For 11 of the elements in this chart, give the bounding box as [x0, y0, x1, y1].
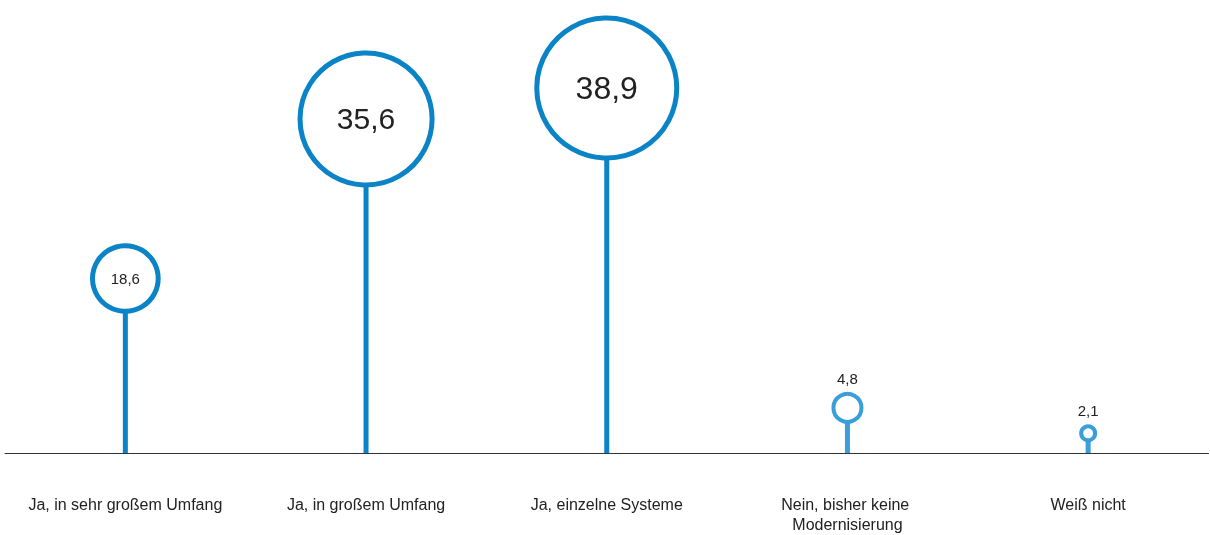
data-label: 2,1 — [1077, 402, 1099, 420]
point — [90, 243, 161, 314]
data-label: 35,6 — [336, 102, 396, 136]
x-tick-label: Weiß nicht — [1050, 495, 1127, 513]
data-label: 38,9 — [575, 70, 638, 106]
data-label: 18,6 — [110, 269, 140, 287]
x-tick-label: Ja, einzelne Systeme — [530, 495, 683, 513]
x-tick-label: Nein, bisher keine Modernisierung — [781, 495, 914, 533]
data-label: 4,8 — [837, 369, 858, 387]
x-tick-label: Ja, in großem Umfang — [286, 495, 446, 513]
x-tick-label: Ja, in sehr großem Umfang — [28, 495, 223, 513]
